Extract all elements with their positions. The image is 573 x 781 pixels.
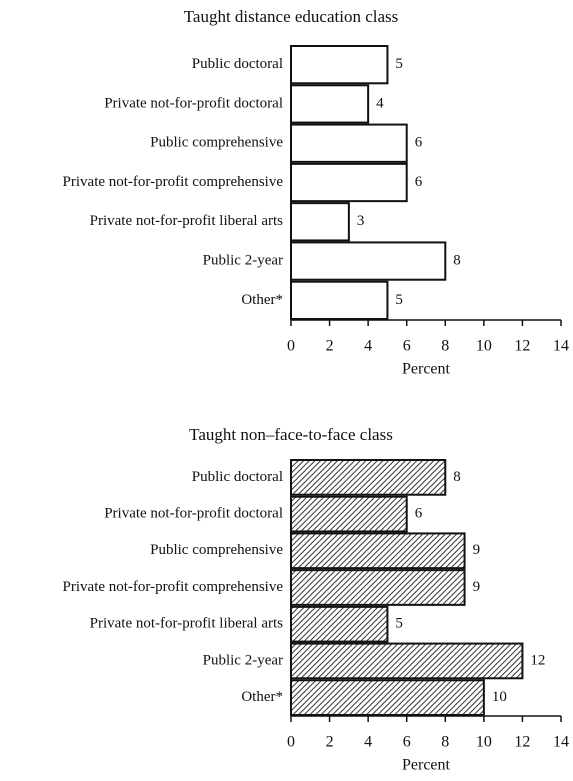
x-axis-label: Percent <box>402 757 451 774</box>
value-label: 12 <box>530 652 545 668</box>
bar <box>290 679 485 716</box>
x-tick-label: 4 <box>364 734 372 751</box>
bar <box>290 605 389 643</box>
bar <box>290 162 408 203</box>
x-tick-label: 8 <box>441 734 449 751</box>
x-tick-label: 12 <box>514 338 530 355</box>
value-label: 9 <box>473 579 481 595</box>
category-label: Other* <box>241 689 283 705</box>
value-label: 5 <box>395 56 403 72</box>
category-label: Private not-for-profit liberal arts <box>90 213 284 229</box>
chart-title: Taught non–face-to-face class <box>189 425 393 444</box>
category-label: Public 2-year <box>203 253 283 269</box>
bar <box>290 459 447 496</box>
bar <box>290 495 408 533</box>
x-tick-label: 6 <box>403 734 411 751</box>
bar <box>290 45 389 85</box>
value-label: 4 <box>376 95 384 111</box>
value-label: 5 <box>395 292 403 308</box>
category-label: Private not-for-profit doctoral <box>104 506 283 522</box>
value-label: 6 <box>415 174 423 190</box>
x-tick-label: 0 <box>287 734 295 751</box>
bar <box>290 123 408 163</box>
bar <box>290 532 466 570</box>
value-label: 8 <box>453 253 461 269</box>
value-label: 3 <box>357 213 365 229</box>
category-label: Public comprehensive <box>150 135 283 151</box>
x-tick-label: 8 <box>441 338 449 355</box>
x-axis-label: Percent <box>402 361 451 378</box>
x-tick-label: 2 <box>326 338 334 355</box>
category-label: Private not-for-profit liberal arts <box>90 616 284 632</box>
x-tick-label: 6 <box>403 338 411 355</box>
bar <box>290 569 466 606</box>
category-label: Public comprehensive <box>150 542 283 558</box>
value-label: 6 <box>415 506 423 522</box>
bar <box>290 642 524 680</box>
x-tick-label: 12 <box>514 734 530 751</box>
value-label: 6 <box>415 135 423 151</box>
value-label: 10 <box>492 689 507 705</box>
x-tick-label: 10 <box>476 734 492 751</box>
bar <box>290 280 389 321</box>
bar <box>290 202 350 242</box>
value-label: 9 <box>473 542 481 558</box>
x-tick-label: 10 <box>476 338 492 355</box>
x-tick-label: 14 <box>553 338 569 355</box>
category-label: Public doctoral <box>192 469 283 485</box>
category-label: Private not-for-profit doctoral <box>104 95 283 111</box>
bar <box>290 241 447 281</box>
category-label: Public doctoral <box>192 56 283 72</box>
chart-title: Taught distance education class <box>184 7 399 26</box>
category-label: Private not-for-profit comprehensive <box>63 174 284 190</box>
x-tick-label: 2 <box>326 734 334 751</box>
category-label: Public 2-year <box>203 652 283 668</box>
category-label: Private not-for-profit comprehensive <box>63 579 284 595</box>
category-label: Other* <box>241 292 283 308</box>
bar <box>290 84 370 124</box>
value-label: 5 <box>395 616 403 632</box>
value-label: 8 <box>453 469 461 485</box>
x-tick-label: 4 <box>364 338 372 355</box>
x-tick-label: 14 <box>553 734 569 751</box>
x-tick-label: 0 <box>287 338 295 355</box>
